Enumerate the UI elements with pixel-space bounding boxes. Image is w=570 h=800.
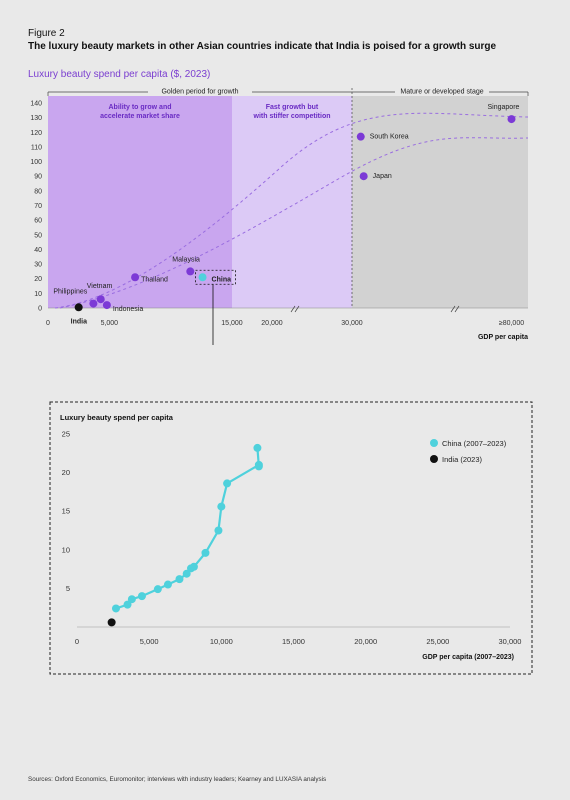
y-tick-label: 70 xyxy=(34,203,42,210)
data-point-china xyxy=(182,569,191,578)
zone-label-golden-early: Ability to grow and accelerate market sha… xyxy=(100,104,180,120)
chart1-subtitle: Luxury beauty spend per capita ($, 2023) xyxy=(28,69,211,80)
y-tick-label: 100 xyxy=(30,159,42,166)
axis-break xyxy=(290,305,296,313)
data-point-china xyxy=(137,592,146,601)
data-point-china xyxy=(189,562,198,571)
point-singapore xyxy=(507,115,516,124)
series-line-china xyxy=(115,447,260,610)
point-japan xyxy=(359,172,368,181)
point-label: Malaysia xyxy=(172,256,200,263)
x-axis-title: GDP per capita xyxy=(478,334,528,341)
x-tick-label: 30,000 xyxy=(341,320,363,327)
point-china xyxy=(198,273,207,282)
data-point-china xyxy=(163,580,172,589)
data-point-china xyxy=(214,526,223,535)
data-point-china xyxy=(254,462,263,471)
y-tick-label: 10 xyxy=(62,545,70,554)
x-tick-label: 5,000 xyxy=(101,320,119,327)
zone-mature xyxy=(352,96,528,308)
point-label: Japan xyxy=(373,173,392,180)
y-tick-label: 80 xyxy=(34,188,42,195)
y-tick-label: 10 xyxy=(34,291,42,298)
point-label: China xyxy=(212,276,232,283)
point-label: India xyxy=(71,318,87,325)
x-tick-label: 20,000 xyxy=(354,637,377,646)
y-tick-label: 90 xyxy=(34,174,42,181)
x-tick-label: 5,000 xyxy=(140,637,159,646)
figure-title: The luxury beauty markets in other Asian… xyxy=(28,41,497,52)
x-tick-label: 25,000 xyxy=(426,637,449,646)
data-point-china xyxy=(123,600,132,609)
figure-label: Figure 2 xyxy=(28,28,65,39)
zone-header-bg xyxy=(148,86,252,96)
y-tick-label: 110 xyxy=(31,144,42,151)
y-tick-label: 50 xyxy=(34,232,42,239)
data-point-china xyxy=(201,548,210,557)
legend-swatch-india xyxy=(430,455,438,463)
axis-break xyxy=(454,305,460,313)
x-axis-title: GDP per capita (2007–2023) xyxy=(422,654,514,661)
x-tick-label: 15,000 xyxy=(282,637,305,646)
point-south-korea xyxy=(356,132,365,141)
x-tick-label: 0 xyxy=(75,637,79,646)
y-tick-label: 140 xyxy=(30,101,42,108)
data-point-china xyxy=(175,575,184,584)
point-malaysia xyxy=(186,267,195,276)
data-point-china xyxy=(111,604,120,613)
trend-curve-lower xyxy=(59,137,529,309)
zone-golden-early xyxy=(48,96,232,308)
y-tick-label: 30 xyxy=(34,262,42,269)
zone-header-golden: Golden period for growth xyxy=(161,89,238,96)
point-label: Vietnam xyxy=(87,283,113,290)
y-tick-label: 60 xyxy=(34,218,42,225)
point-label: Singapore xyxy=(488,104,520,111)
x-tick-label: 10,000 xyxy=(210,637,233,646)
point-vietnam xyxy=(96,295,105,304)
x-tick-label: 15,000 xyxy=(221,320,243,327)
zone-header-bg xyxy=(395,86,489,96)
data-point-china xyxy=(253,443,262,452)
zone-golden-late xyxy=(232,96,352,308)
zone-header-mature: Mature or developed stage xyxy=(400,89,483,96)
source-note: Sources: Oxford Economics, Euromonitor; … xyxy=(28,776,327,783)
legend-label-china: China (2007–2023) xyxy=(442,439,507,448)
y-tick-label: 20 xyxy=(62,468,70,477)
x-tick-label: 20,000 xyxy=(261,320,283,327)
axis-break xyxy=(450,305,456,313)
line-chart-china: Luxury beauty spend per capita 5 10 15 20 25 0… xyxy=(49,401,533,675)
data-point-china xyxy=(127,595,136,604)
point-thailand xyxy=(131,273,140,282)
axis-break xyxy=(294,305,300,313)
china-highlight-box xyxy=(195,269,236,285)
y-tick-label: 5 xyxy=(66,584,70,593)
y-tick-label: 15 xyxy=(62,507,70,516)
point-philippines xyxy=(89,299,98,308)
point-label: Indonesia xyxy=(113,306,143,313)
y-tick-label: 40 xyxy=(34,247,42,254)
data-point-china xyxy=(153,585,162,594)
y-tick-label: 120 xyxy=(30,130,42,137)
y-tick-label: 25 xyxy=(62,430,70,439)
scatter-chart: Golden period for growth Mature or develo… xyxy=(30,86,529,345)
data-point-china xyxy=(217,502,226,511)
y-tick-label: 20 xyxy=(34,276,42,283)
legend-label-india: India (2023) xyxy=(442,455,483,464)
point-label: South Korea xyxy=(370,134,409,141)
x-tick-label: ≥80,000 xyxy=(499,320,524,327)
legend-swatch-china xyxy=(430,439,438,447)
x-tick-label: 0 xyxy=(46,320,50,327)
chart2-title: Luxury beauty spend per capita xyxy=(60,413,174,422)
point-label: Thailand xyxy=(141,276,168,283)
data-point-china xyxy=(223,479,232,488)
y-tick-label: 130 xyxy=(30,115,42,122)
x-tick-label: 30,000 xyxy=(499,637,522,646)
point-label: Philippines xyxy=(53,289,87,296)
detail-frame xyxy=(49,401,533,675)
y-tick-label: 0 xyxy=(38,306,42,313)
data-point-india xyxy=(107,618,116,627)
point-indonesia xyxy=(102,301,111,310)
zone-label-golden-late: Fast growth but with stiffer competition xyxy=(253,104,331,120)
point-india xyxy=(74,303,83,312)
